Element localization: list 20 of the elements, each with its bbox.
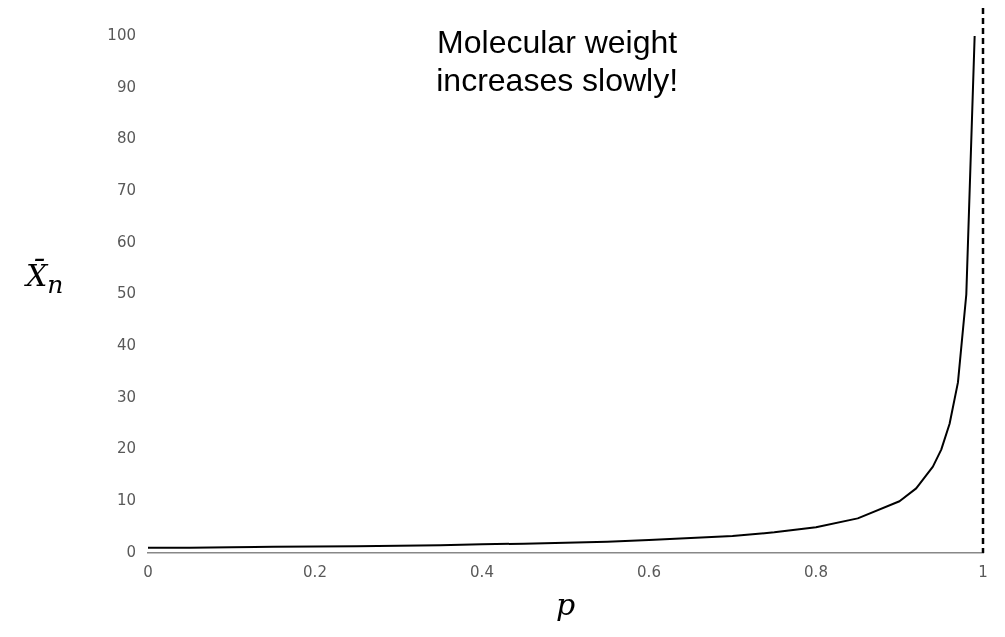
y-tick-label: 70 — [116, 180, 136, 199]
x-tick-label: 0.4 — [470, 562, 494, 581]
y-tick-label: 50 — [116, 284, 136, 303]
x-axis-title: p — [555, 586, 576, 622]
x-tick-label: 0.6 — [637, 562, 661, 581]
y-tick-label: 60 — [116, 232, 136, 251]
y-tick-label: 20 — [116, 439, 136, 458]
y-tick-label: 100 — [107, 25, 136, 44]
y-tick-label: 90 — [116, 77, 136, 96]
x-tick-label: 0 — [143, 562, 153, 581]
y-tick-label: 0 — [126, 542, 136, 561]
y-tick-label: 10 — [116, 491, 136, 510]
y-axis-title: X̄$_{n}$ — [26, 258, 64, 299]
y-tick-label: 40 — [116, 336, 136, 355]
x-tick-label: 0.8 — [804, 562, 828, 581]
y-tick-label: 30 — [116, 387, 136, 406]
y-tick-label: 80 — [116, 129, 136, 148]
annotation: Molecular weight increases slowly! — [436, 23, 679, 98]
x-tick-label: 1 — [978, 562, 988, 581]
x-tick-label: 0.2 — [303, 562, 327, 581]
